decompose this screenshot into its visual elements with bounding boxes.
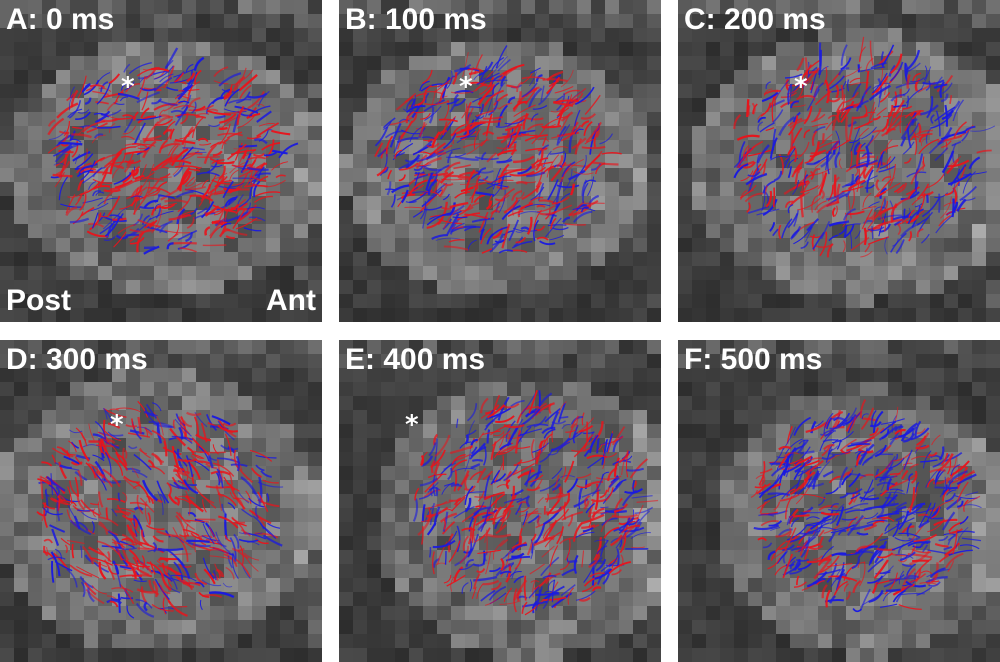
anterior-label: Ant	[266, 284, 316, 317]
asterisk-marker: *	[121, 72, 135, 102]
panel-a-label: A: 0 ms	[6, 3, 115, 36]
vector-field-image	[0, 0, 322, 322]
panel-e-label: E: 400 ms	[345, 343, 486, 376]
vector-field-image	[0, 340, 322, 662]
panel-e: E: 400 ms *	[339, 340, 661, 662]
panel-d-label: D: 300 ms	[6, 343, 148, 376]
panel-c: C: 200 ms *	[678, 0, 1000, 322]
asterisk-marker: *	[110, 410, 124, 440]
vector-field-image	[678, 340, 1000, 662]
asterisk-marker: *	[794, 72, 808, 102]
panel-b-label: B: 100 ms	[345, 3, 487, 36]
panel-c-label: C: 200 ms	[684, 3, 826, 36]
posterior-label: Post	[6, 284, 72, 317]
vector-field-image	[339, 340, 661, 662]
asterisk-marker: *	[405, 410, 419, 440]
asterisk-marker: *	[459, 72, 473, 102]
panel-f: F: 500 ms	[678, 340, 1000, 662]
panel-d: D: 300 ms *	[0, 340, 322, 662]
panel-f-label: F: 500 ms	[684, 343, 823, 376]
panel-a: A: 0 ms * Post Ant	[0, 0, 322, 322]
vector-field-image	[678, 0, 1000, 322]
vector-field-image	[339, 0, 661, 322]
panel-b: B: 100 ms *	[339, 0, 661, 322]
